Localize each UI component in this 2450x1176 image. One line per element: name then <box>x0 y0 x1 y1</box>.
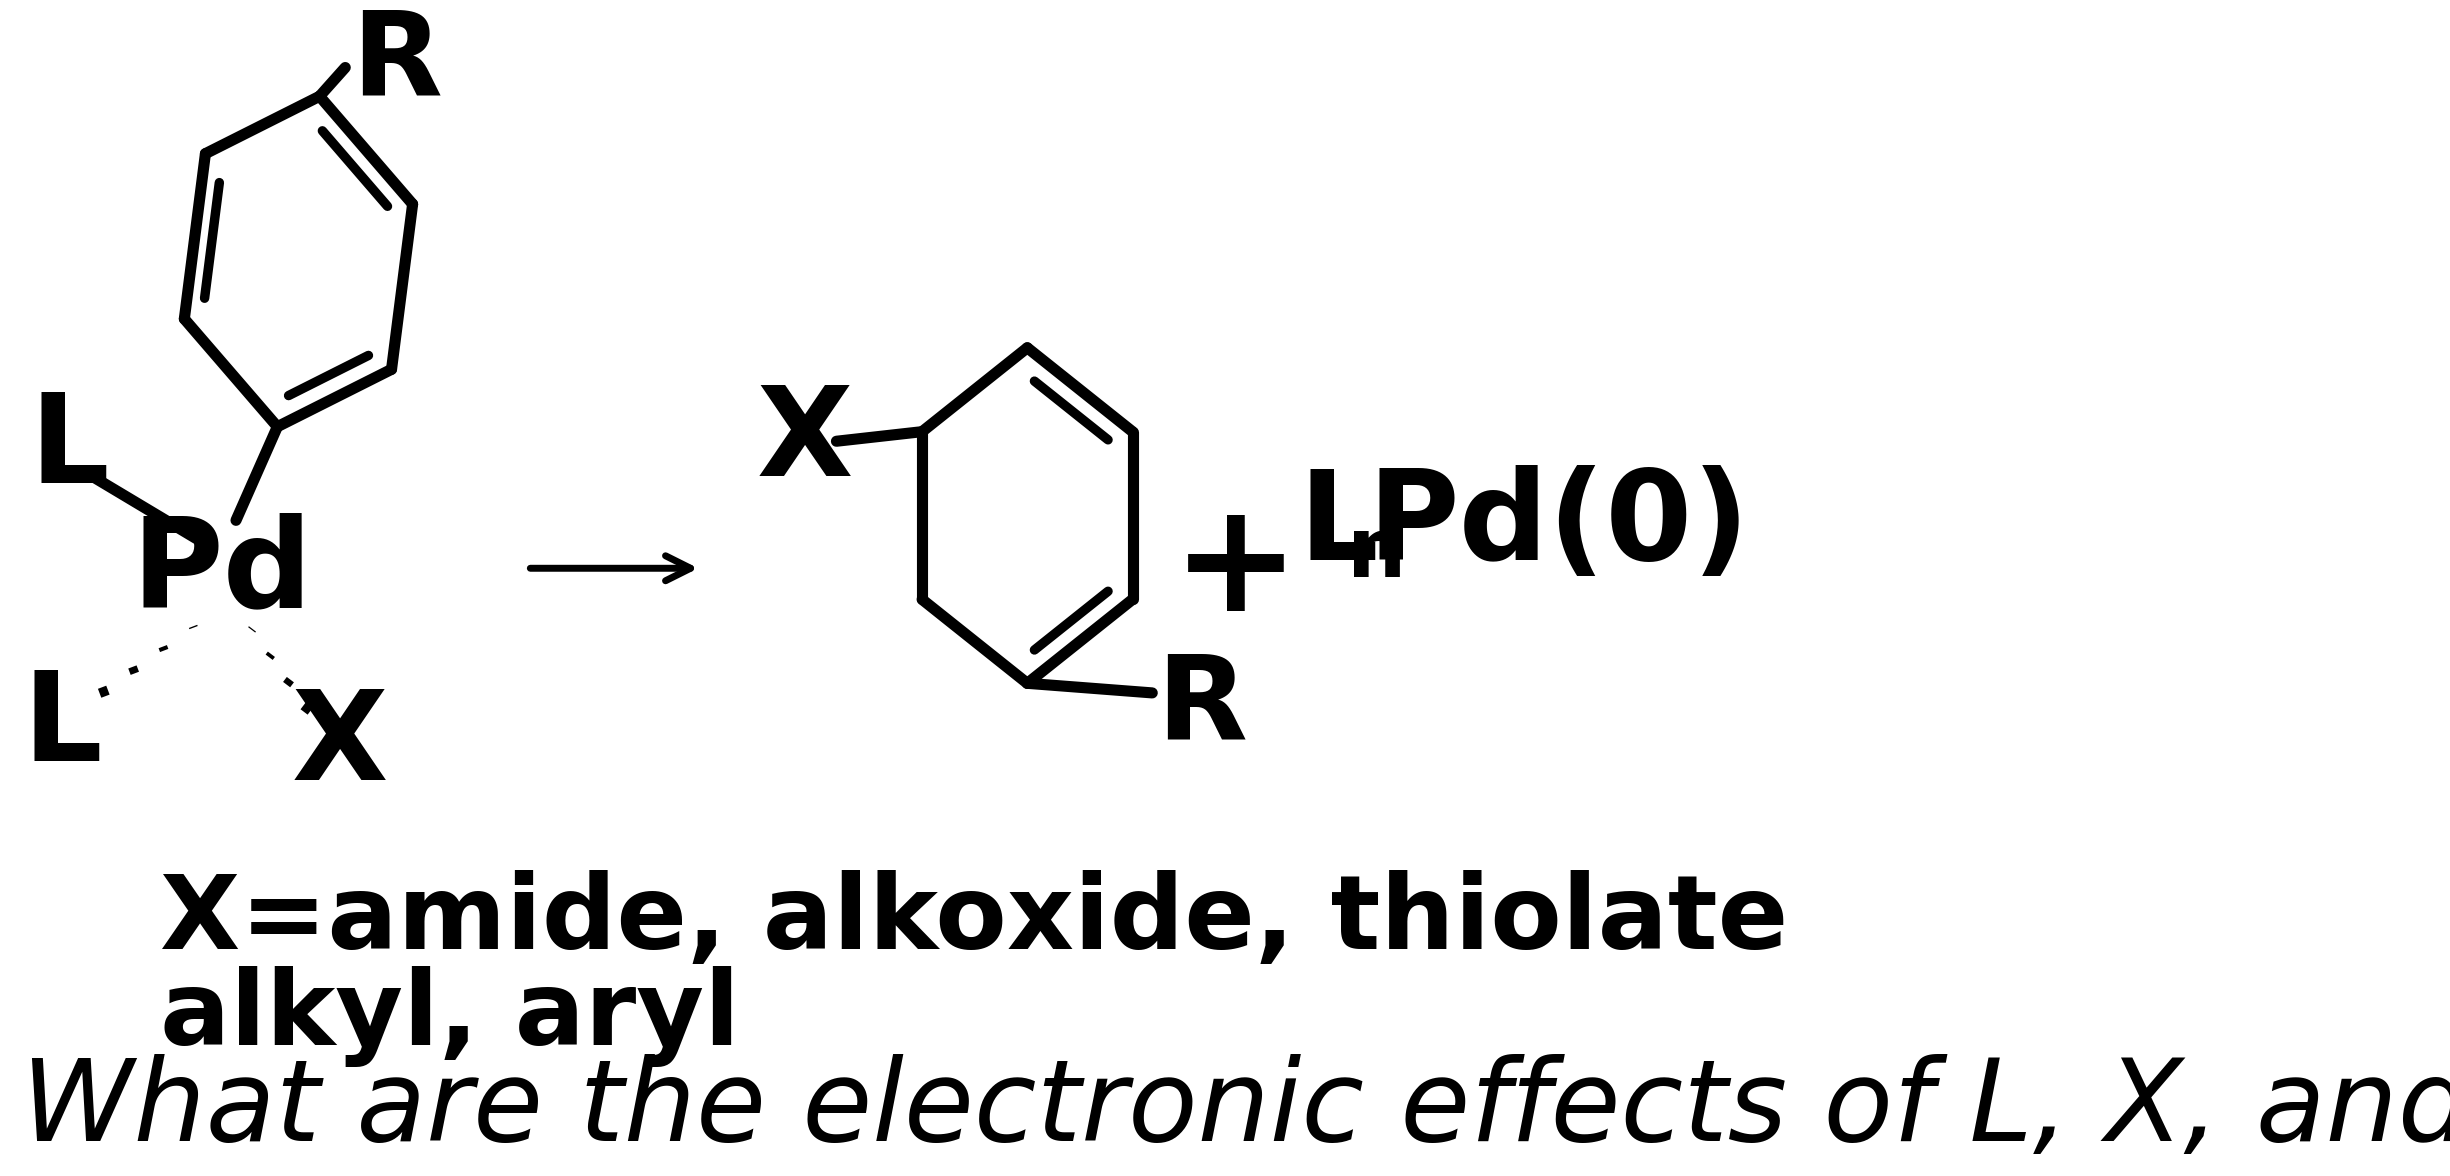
Text: R: R <box>1156 650 1247 764</box>
Text: X: X <box>757 381 853 502</box>
Text: X: X <box>292 686 387 806</box>
Text: Pd(0): Pd(0) <box>1367 465 1749 586</box>
Text: n: n <box>1348 514 1406 594</box>
Text: X=amide, alkoxide, thiolate: X=amide, alkoxide, thiolate <box>159 870 1788 971</box>
Text: Pd: Pd <box>132 513 314 634</box>
Text: What are the electronic effects of L, X, and R?: What are the electronic effects of L, X,… <box>20 1055 2450 1165</box>
Text: alkyl, aryl: alkyl, aryl <box>159 967 740 1067</box>
Text: L: L <box>22 666 103 787</box>
Text: L: L <box>29 388 110 509</box>
Text: R: R <box>350 5 441 120</box>
Text: +: + <box>1171 494 1298 643</box>
Text: L: L <box>1298 465 1377 586</box>
